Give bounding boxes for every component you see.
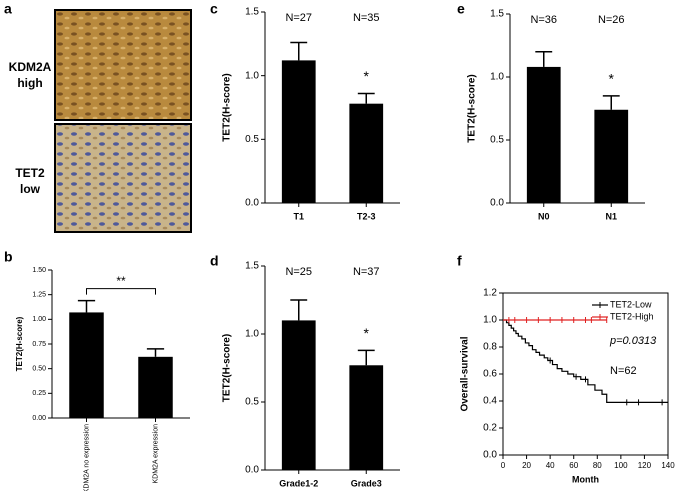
y-axis-label: Overall-survival (460, 336, 471, 411)
ihc-image (54, 123, 192, 233)
x-tick-label: KDM2A no expression (83, 424, 90, 491)
panel-letter: a (4, 1, 12, 17)
significance-label: * (364, 325, 370, 341)
y-tick-label: 0.25 (32, 390, 46, 397)
y-tick-label: 0.0 (245, 198, 259, 209)
x-tick-label: 40 (546, 461, 555, 470)
x-tick-label: Grade1-2 (279, 478, 318, 488)
image-label: high (17, 76, 42, 90)
y-tick-label: 0.5 (245, 397, 259, 408)
significance-label: * (609, 71, 615, 87)
y-tick-label: 1.0 (490, 72, 504, 83)
y-tick-label: 1.2 (483, 288, 497, 299)
y-tick-label: 1.50 (32, 267, 46, 274)
x-tick-label: 120 (638, 461, 652, 470)
significance-bracket (86, 288, 156, 295)
y-tick-label: 1.5 (490, 9, 504, 20)
x-tick-label: Grade3 (351, 478, 382, 488)
n-label: N=27 (285, 12, 312, 24)
y-tick-label: 0.00 (32, 415, 46, 422)
bar (526, 66, 561, 203)
x-tick-label: T1 (293, 211, 304, 221)
y-tick-label: 0.4 (483, 396, 497, 407)
y-tick-label: 0.2 (483, 423, 497, 434)
panel-letter: e (457, 1, 465, 17)
n-label: N=26 (598, 14, 625, 26)
x-tick-label: 140 (661, 461, 675, 470)
survival-line (503, 319, 668, 403)
bar (349, 365, 384, 470)
y-axis-label: TET2(H-score) (15, 316, 24, 371)
panel-letter: d (210, 253, 219, 269)
y-tick-label: 1.25 (32, 292, 46, 299)
y-tick-label: 0.0 (490, 198, 504, 209)
significance-label: * (364, 68, 370, 84)
panel-letter: c (210, 1, 218, 17)
y-tick-label: 1.0 (483, 315, 497, 326)
x-tick-label: 80 (593, 461, 602, 470)
y-axis-label: TET2(H-score) (222, 73, 233, 141)
bar (281, 320, 316, 470)
bar (349, 103, 384, 203)
y-tick-label: 0.8 (483, 342, 497, 353)
y-tick-label: 0.0 (245, 465, 259, 476)
x-tick-label: 60 (569, 461, 578, 470)
n-label: N=36 (530, 14, 557, 26)
y-tick-label: 0.75 (32, 341, 46, 348)
y-tick-label: 1.5 (245, 7, 259, 18)
annotation: N=62 (610, 365, 637, 377)
bar (281, 60, 316, 204)
y-tick-label: 1.0 (245, 70, 259, 81)
image-label: low (20, 182, 41, 196)
y-tick-label: 0.50 (32, 366, 46, 373)
y-tick-label: 0.0 (483, 450, 497, 461)
y-axis-label: TET2(H-score) (222, 334, 233, 402)
n-label: N=37 (353, 266, 380, 278)
x-tick-label: T2-3 (357, 211, 376, 221)
x-tick-label: N1 (605, 211, 617, 221)
y-tick-label: 0.5 (490, 135, 504, 146)
x-tick-label: 0 (501, 461, 506, 470)
bar (69, 312, 104, 418)
bar (138, 356, 173, 418)
image-label: KDM2A (9, 60, 52, 74)
y-tick-label: 0.5 (245, 134, 259, 145)
n-label: N=25 (285, 266, 312, 278)
panel-letter: b (4, 249, 13, 265)
x-tick-label: N0 (538, 211, 550, 221)
y-tick-label: 1.0 (245, 329, 259, 340)
y-axis-label: TET2(H-score) (467, 74, 478, 142)
image-label: TET2 (15, 166, 45, 180)
n-label: N=35 (353, 12, 380, 24)
panel-letter: f (457, 253, 462, 269)
ihc-image (54, 9, 192, 121)
legend-label: TET2-High (610, 311, 654, 321)
bar (594, 109, 629, 203)
y-tick-label: 1.00 (32, 316, 46, 323)
plot-frame (502, 292, 669, 456)
x-axis-label: Month (572, 474, 599, 484)
y-tick-label: 0.6 (483, 369, 497, 380)
x-tick-label: 20 (522, 461, 531, 470)
significance-label: ** (116, 274, 126, 288)
x-tick-label: 100 (614, 461, 628, 470)
annotation: p=0.0313 (609, 335, 657, 347)
y-tick-label: 1.5 (245, 261, 259, 272)
x-tick-label: KDM2A expression (152, 424, 159, 484)
legend-label: TET2-Low (610, 299, 652, 309)
